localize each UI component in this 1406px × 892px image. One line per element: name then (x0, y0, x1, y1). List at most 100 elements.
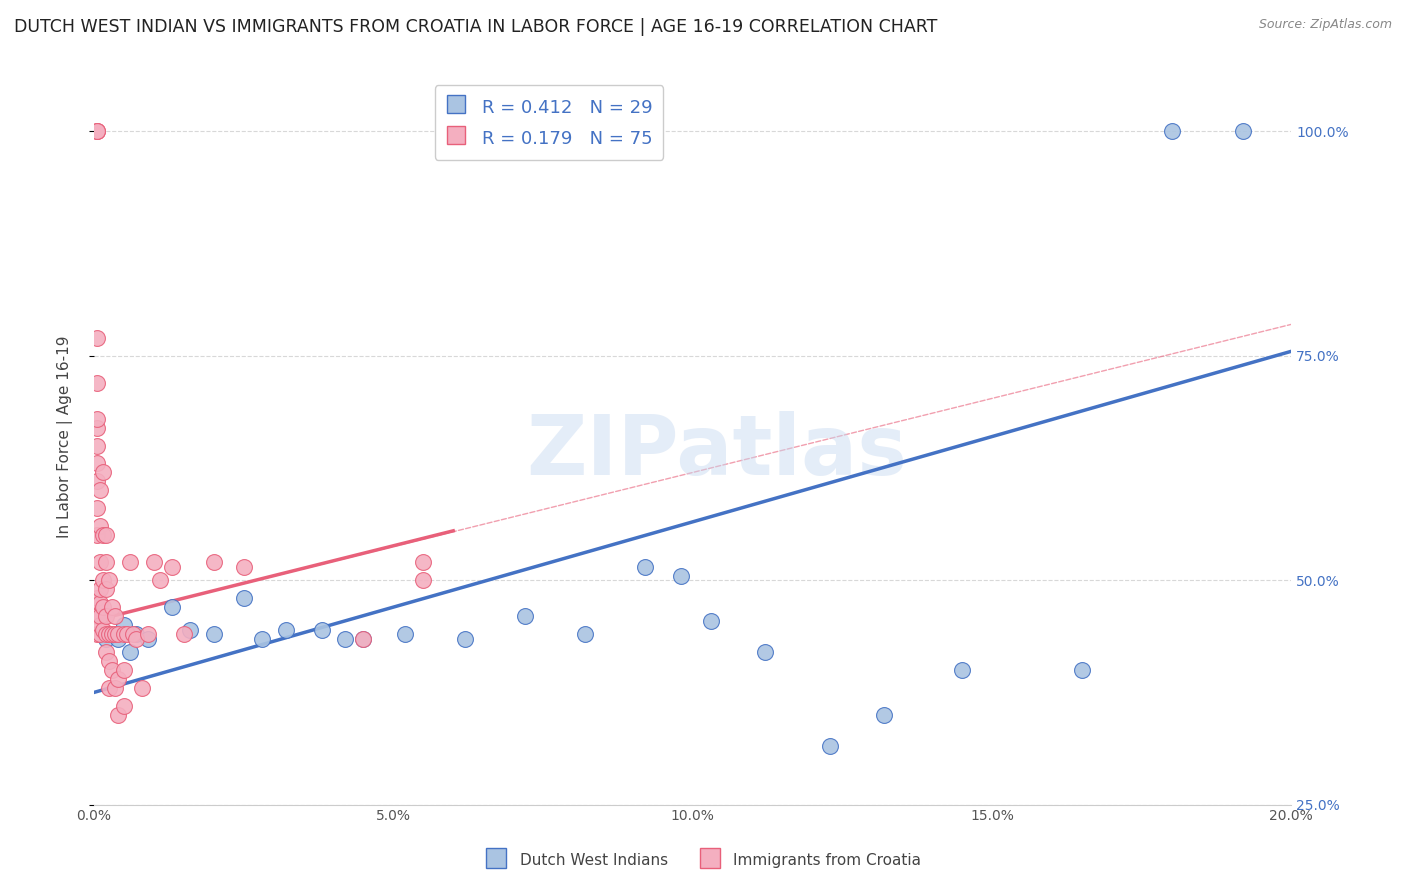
Point (669, 568, 692, 582)
Point (98, 654, 121, 668)
Text: Source: ZipAtlas.com: Source: ZipAtlas.com (1258, 18, 1392, 31)
Point (179, 623, 201, 637)
Point (86, 124, 108, 138)
Point (94, 632, 117, 646)
Point (107, 707, 129, 722)
Point (513, 609, 536, 624)
Point (94, 609, 117, 624)
Point (160, 600, 183, 615)
Point (86, 124, 108, 138)
Point (86, 627, 108, 641)
Point (1232, 124, 1254, 138)
Point (112, 698, 135, 713)
Point (274, 623, 297, 637)
Point (232, 591, 254, 606)
Point (115, 627, 138, 641)
Point (112, 618, 135, 632)
Point (149, 573, 172, 587)
Point (394, 627, 416, 641)
Point (98, 627, 121, 641)
Point (104, 609, 127, 624)
Point (574, 627, 596, 641)
Point (142, 555, 165, 569)
Point (136, 627, 159, 641)
Point (86, 475, 108, 489)
Point (86, 411, 108, 425)
Point (173, 627, 195, 641)
Point (1070, 663, 1092, 677)
Point (91, 573, 114, 587)
Point (202, 555, 225, 569)
Point (311, 623, 333, 637)
Text: ZIPatlas: ZIPatlas (526, 411, 907, 491)
Point (98, 681, 121, 695)
Point (125, 632, 148, 646)
Point (232, 559, 254, 574)
Point (86, 501, 108, 516)
Point (89, 627, 111, 641)
Text: DUTCH WEST INDIAN VS IMMIGRANTS FROM CROATIA IN LABOR FORCE | AGE 16-19 CORRELAT: DUTCH WEST INDIAN VS IMMIGRANTS FROM CRO… (14, 18, 938, 36)
Point (94, 582, 117, 597)
Point (160, 559, 183, 574)
Point (699, 614, 721, 628)
Point (412, 573, 434, 587)
Point (202, 627, 225, 641)
Point (86, 591, 108, 606)
Point (86, 528, 108, 542)
Point (89, 618, 111, 632)
Point (634, 559, 657, 574)
Point (104, 627, 127, 641)
Point (454, 632, 477, 646)
Point (89, 582, 111, 597)
Point (98, 573, 121, 587)
Point (94, 555, 117, 569)
Point (122, 627, 145, 641)
Point (89, 596, 111, 610)
Point (89, 555, 111, 569)
Point (118, 645, 141, 659)
Point (112, 663, 135, 677)
Point (250, 632, 273, 646)
Point (86, 457, 108, 471)
Point (86, 438, 108, 452)
Point (136, 632, 159, 646)
Point (908, 820, 931, 834)
Point (118, 555, 141, 569)
Point (352, 632, 374, 646)
Point (125, 627, 148, 641)
Point (101, 600, 124, 615)
Point (86, 420, 108, 434)
Point (335, 632, 357, 646)
Point (89, 483, 111, 498)
Point (86, 331, 108, 345)
Point (950, 663, 973, 677)
Point (754, 645, 776, 659)
Point (91, 528, 114, 542)
Point (104, 681, 127, 695)
Point (91, 466, 114, 480)
Point (849, 820, 872, 834)
Point (86, 609, 108, 624)
Point (352, 632, 374, 646)
Point (89, 609, 111, 624)
Point (412, 555, 434, 569)
Point (873, 707, 896, 722)
Point (89, 519, 111, 533)
Legend: R = 0.412   N = 29, R = 0.179   N = 75: R = 0.412 N = 29, R = 0.179 N = 75 (434, 85, 664, 160)
Legend: Dutch West Indians, Immigrants from Croatia: Dutch West Indians, Immigrants from Croa… (478, 845, 928, 875)
Point (94, 528, 117, 542)
Point (91, 623, 114, 637)
Point (101, 663, 124, 677)
Y-axis label: In Labor Force | Age 16-19: In Labor Force | Age 16-19 (58, 335, 73, 538)
Point (94, 627, 117, 641)
Point (263, 855, 285, 870)
Point (107, 632, 129, 646)
Point (112, 627, 135, 641)
Point (107, 627, 129, 641)
Point (107, 672, 129, 686)
Point (86, 376, 108, 390)
Point (86, 124, 108, 138)
Point (1160, 124, 1182, 138)
Point (131, 681, 153, 695)
Point (91, 600, 114, 615)
